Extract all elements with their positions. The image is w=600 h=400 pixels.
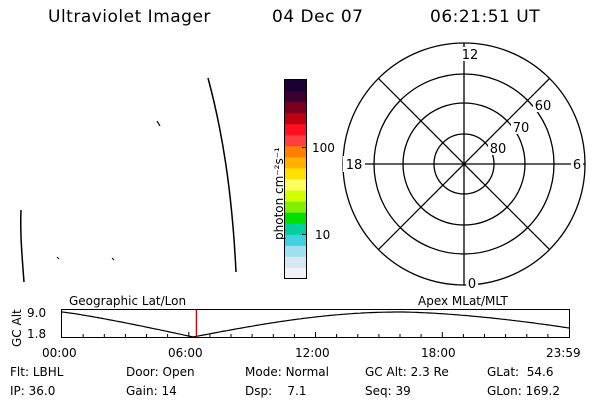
meridian-diagonal	[377, 77, 551, 251]
colorbar-stripe	[285, 113, 306, 125]
colorbar-stripe	[285, 80, 306, 92]
color-bar	[284, 79, 307, 280]
info-door: Door: Open	[126, 365, 195, 379]
timeline-y-tick-bottom: 1.8	[27, 327, 47, 341]
info-ip: IP: 36.0	[10, 384, 56, 398]
info-gain: Gain: 14	[126, 384, 177, 398]
timeline-frame	[61, 309, 570, 338]
limb-arc-right	[207, 77, 237, 273]
colorbar-stripe	[285, 157, 306, 169]
instrument-title: Ultraviolet Imager	[48, 7, 211, 27]
colorbar-stripe	[285, 146, 306, 158]
info-seq: Seq: 39	[365, 384, 411, 398]
info-mode: Mode: Normal	[245, 365, 329, 379]
colorbar-stripe	[285, 256, 306, 269]
mlt-label-0: 0	[468, 277, 476, 290]
info-dsp: Dsp: 7.1	[245, 384, 307, 398]
limb-fragment	[111, 257, 115, 261]
timeline-x-tick-0000: 00:00	[42, 346, 77, 360]
info-gc-alt: GC Alt: 2.3 Re	[365, 365, 449, 379]
colorbar-stripe	[285, 212, 306, 225]
colorbar-stripe	[285, 102, 306, 114]
colorbar-stripe	[285, 179, 306, 192]
header-time: 06:21:51 UT	[430, 7, 541, 27]
limb-arc-left	[19, 209, 25, 283]
mlt-label-18: 18	[346, 158, 363, 173]
info-flt: Flt: LBHL	[10, 365, 64, 379]
colorbar-stripe	[285, 124, 306, 136]
timeline-right-caption: Apex MLat/MLT	[418, 294, 508, 308]
timeline-x-tick-1800: 18:00	[421, 346, 456, 360]
timeline-x-tick-2359: 23:59	[546, 346, 581, 360]
colorbar-tick-label-100: 100	[312, 141, 335, 155]
timeline-x-tick-1200: 12:00	[295, 346, 330, 360]
limb-fragment	[56, 256, 60, 260]
colorbar-stripe	[285, 135, 306, 147]
colorbar-tick-label-10: 10	[315, 228, 331, 242]
mlt-label-12: 12	[462, 48, 479, 63]
lat-label-80: 80	[490, 142, 507, 157]
timeline-left-caption: Geographic Lat/Lon	[69, 294, 187, 308]
mlt-label-6: 6	[573, 158, 581, 173]
colorbar-stripe	[285, 168, 306, 180]
timeline-y-tick-top: 9.0	[27, 306, 47, 320]
limb-fragment	[156, 120, 161, 127]
lat-label-70: 70	[513, 121, 530, 136]
info-glon: GLon: 169.2	[487, 384, 560, 398]
altitude-curve	[61, 311, 570, 338]
polar-mlt-plot: 12 18 6 0 60 70 80	[342, 42, 586, 290]
lat-label-60: 60	[535, 99, 552, 114]
colorbar-stripe	[285, 245, 306, 258]
header-date: 04 Dec 07	[272, 7, 364, 27]
colorbar-stripe	[285, 201, 306, 214]
timeline-x-tick-0600: 06:00	[168, 346, 203, 360]
info-glat: GLat: 54.6	[487, 365, 554, 379]
colorbar-stripe	[285, 190, 306, 203]
colorbar-stripe	[285, 267, 306, 280]
colorbar-stripe	[285, 223, 306, 236]
colorbar-stripe	[285, 91, 306, 103]
colorbar-stripe	[285, 234, 306, 247]
